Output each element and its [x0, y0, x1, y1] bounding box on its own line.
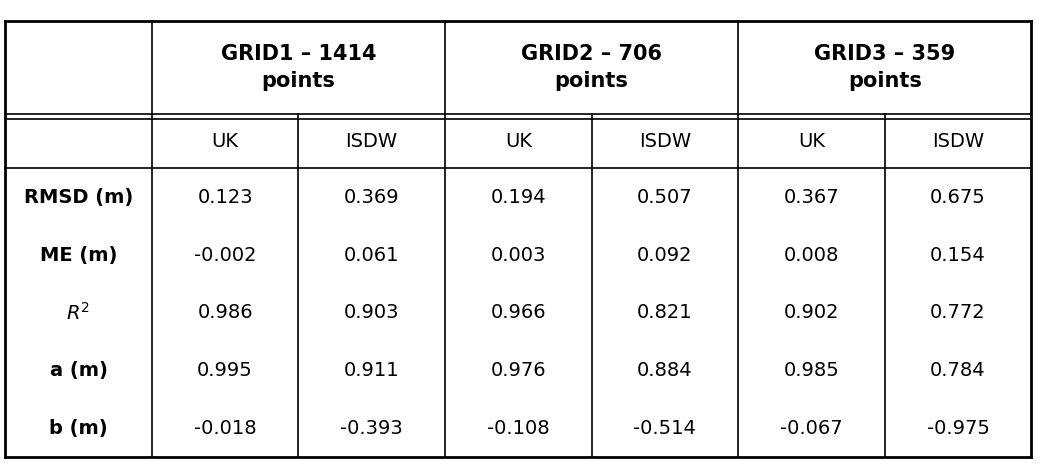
Text: ISDW: ISDW — [932, 131, 984, 151]
Text: UK: UK — [505, 131, 532, 151]
Text: 0.784: 0.784 — [930, 361, 986, 380]
Text: -0.067: -0.067 — [780, 419, 843, 438]
Text: 0.123: 0.123 — [197, 188, 253, 207]
Text: 0.675: 0.675 — [930, 188, 986, 207]
Text: -0.393: -0.393 — [340, 419, 403, 438]
Text: 0.154: 0.154 — [930, 246, 986, 264]
Text: 0.903: 0.903 — [343, 303, 400, 322]
Text: 0.976: 0.976 — [490, 361, 547, 380]
Text: GRID3 – 359
points: GRID3 – 359 points — [815, 45, 955, 91]
Text: 0.966: 0.966 — [490, 303, 547, 322]
Text: 0.995: 0.995 — [197, 361, 253, 380]
Text: 0.092: 0.092 — [637, 246, 693, 264]
Text: b (m): b (m) — [49, 419, 108, 438]
Text: 0.911: 0.911 — [343, 361, 400, 380]
Text: 0.008: 0.008 — [784, 246, 839, 264]
Text: 0.772: 0.772 — [930, 303, 986, 322]
Text: -0.975: -0.975 — [927, 419, 989, 438]
Text: 0.194: 0.194 — [490, 188, 547, 207]
Text: 0.367: 0.367 — [783, 188, 840, 207]
Text: 0.986: 0.986 — [197, 303, 253, 322]
Text: UK: UK — [211, 131, 239, 151]
Text: GRID2 – 706
points: GRID2 – 706 points — [521, 45, 662, 91]
Text: 0.884: 0.884 — [637, 361, 693, 380]
Text: a (m): a (m) — [49, 361, 108, 380]
Text: -0.514: -0.514 — [633, 419, 696, 438]
Text: ISDW: ISDW — [639, 131, 691, 151]
Text: ME (m): ME (m) — [40, 246, 117, 264]
Text: -0.108: -0.108 — [487, 419, 550, 438]
Text: -0.002: -0.002 — [194, 246, 257, 264]
Text: 0.985: 0.985 — [783, 361, 840, 380]
Text: ISDW: ISDW — [346, 131, 398, 151]
Text: 0.902: 0.902 — [783, 303, 840, 322]
Text: -0.018: -0.018 — [194, 419, 257, 438]
Text: GRID1 – 1414
points: GRID1 – 1414 points — [221, 45, 376, 91]
Text: 0.003: 0.003 — [491, 246, 545, 264]
Text: UK: UK — [798, 131, 825, 151]
Text: 0.507: 0.507 — [637, 188, 693, 207]
Text: RMSD (m): RMSD (m) — [24, 188, 133, 207]
Text: 0.061: 0.061 — [343, 246, 400, 264]
Text: 0.369: 0.369 — [343, 188, 400, 207]
Text: 0.821: 0.821 — [637, 303, 693, 322]
Text: $\it{R}^2$: $\it{R}^2$ — [66, 302, 91, 324]
